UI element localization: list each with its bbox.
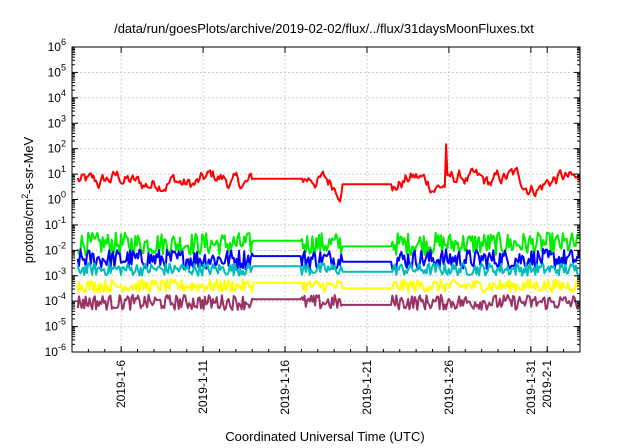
y-axis-label-base: protons/cm [21, 199, 36, 263]
series-line [76, 248, 581, 271]
y-tick-exponent: -6 [58, 342, 66, 352]
y-tick-label: 10-3 [45, 266, 66, 283]
x-tick-label: 2019-1-11 [196, 360, 210, 414]
x-tick-label: 2019-1-21 [360, 360, 374, 415]
y-tick-exponent: 2 [61, 139, 66, 149]
y-axis-label: protons/cm2-s-sr-MeV [20, 136, 36, 263]
series-line [76, 293, 581, 311]
y-tick-label: 106 [48, 37, 66, 54]
chart-title: /data/run/goesPlots/archive/2019-02-02/f… [114, 21, 534, 36]
x-axis-label: Coordinated Universal Time (UTC) [225, 429, 424, 444]
y-tick-label: 10-4 [45, 291, 66, 308]
y-tick-base: 10 [48, 142, 62, 156]
y-tick-label: 103 [48, 113, 66, 130]
y-tick-exponent: 0 [61, 190, 66, 200]
tick-marks [71, 46, 581, 353]
y-tick-label: 105 [48, 62, 66, 79]
y-tick-exponent: -3 [58, 266, 66, 276]
y-tick-base: 10 [45, 243, 59, 257]
x-tick-label: 2019-1-31 [524, 360, 538, 415]
series-line [76, 262, 580, 277]
y-tick-exponent: -2 [58, 240, 66, 250]
y-tick-exponent: -5 [58, 317, 66, 327]
y-tick-exponent: 6 [61, 37, 66, 47]
y-tick-base: 10 [45, 269, 59, 283]
y-tick-base: 10 [48, 193, 62, 207]
y-tick-exponent: -1 [58, 215, 66, 225]
y-tick-base: 10 [48, 40, 62, 54]
data-series [76, 143, 581, 311]
y-tick-exponent: 1 [61, 164, 66, 174]
x-tick-label: 2019-1-6 [114, 360, 128, 408]
y-tick-label: 102 [48, 139, 66, 156]
y-tick-label: 10-6 [45, 342, 66, 359]
y-axis-label-exponent: 2 [20, 194, 30, 199]
x-tick-labels: 2019-1-6 2019-1-11 2019-1-16 2019-1-21 2019-… [114, 360, 554, 415]
y-tick-label: 10-5 [45, 317, 66, 334]
y-tick-label: 100 [48, 190, 66, 207]
y-tick-exponent: 4 [61, 88, 66, 98]
y-tick-base: 10 [45, 320, 59, 334]
y-tick-base: 10 [48, 91, 62, 105]
y-tick-label: 10-2 [45, 240, 66, 257]
x-tick-label: 2019-1-16 [278, 360, 292, 415]
series-line [76, 231, 581, 257]
y-tick-base: 10 [48, 65, 62, 79]
y-tick-base: 10 [48, 116, 62, 130]
series-line [76, 143, 581, 203]
y-tick-exponent: 5 [61, 62, 66, 72]
y-tick-base: 10 [45, 345, 59, 359]
x-tick-label: 2019-2-1 [540, 360, 554, 408]
y-tick-exponent: -4 [58, 291, 66, 301]
series-line [76, 278, 581, 294]
x-tick-label: 2019-1-26 [442, 360, 456, 415]
y-tick-base: 10 [48, 167, 62, 181]
y-axis-label-rest: -s-sr-MeV [21, 136, 36, 193]
y-tick-exponent: 3 [61, 113, 66, 123]
y-tick-label: 10-1 [45, 215, 66, 232]
y-tick-base: 10 [45, 294, 59, 308]
y-tick-label: 101 [48, 164, 66, 181]
y-tick-labels: 10-610-510-410-310-210-11001011021031041… [45, 37, 66, 359]
y-tick-label: 104 [48, 88, 66, 105]
y-tick-base: 10 [45, 218, 59, 232]
